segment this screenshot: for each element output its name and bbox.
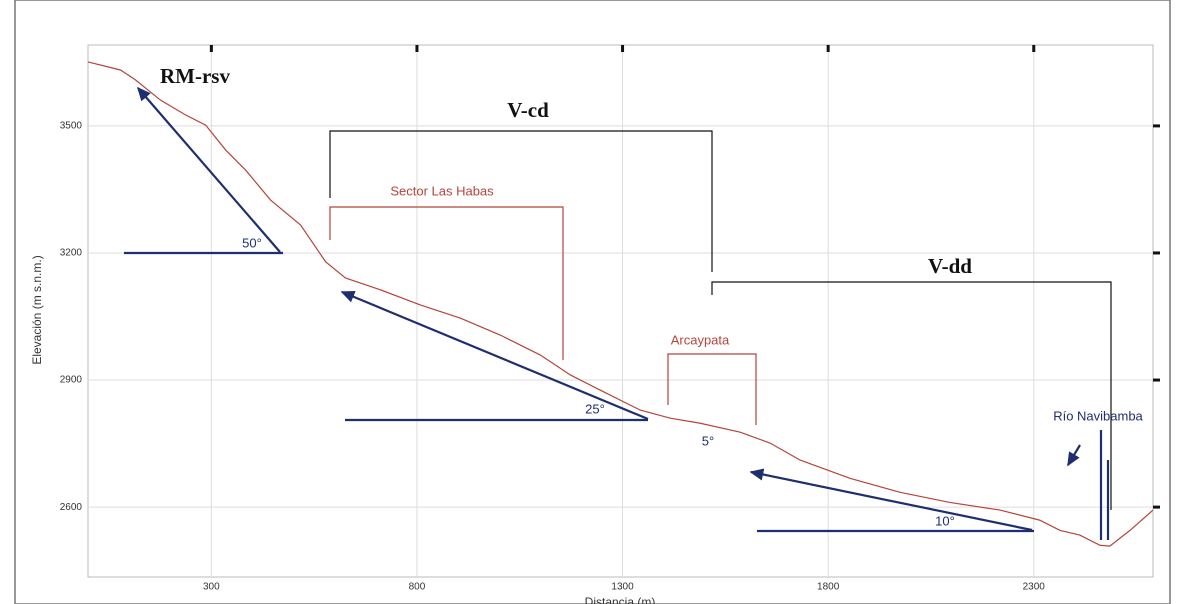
- plot-area: [87, 44, 1154, 578]
- annotation: 10°: [935, 513, 955, 528]
- annotation: 5°: [702, 433, 714, 448]
- x-axis-label: Distancia (m): [585, 595, 656, 604]
- slope-arrow: [340, 290, 649, 421]
- annotation: Río Navibamba: [1053, 408, 1143, 423]
- bracket: [329, 206, 564, 360]
- y-tick-label: 3200: [60, 248, 83, 259]
- annotation: 25°: [585, 401, 605, 416]
- y-tick-label: 3500: [60, 121, 83, 132]
- brackets: [329, 130, 1112, 510]
- annotation: V-cd: [507, 98, 549, 122]
- slope-arrow: [136, 86, 281, 253]
- profile-line: [87, 61, 1154, 547]
- annotation: Sector Las Habas: [390, 183, 494, 198]
- annotation: Arcaypata: [671, 332, 730, 347]
- slope-arrows: [124, 86, 1110, 540]
- x-tick-label: 2300: [1023, 582, 1046, 593]
- y-tick-label: 2900: [60, 375, 83, 386]
- annotation: 50°: [242, 235, 262, 250]
- bracket: [329, 130, 713, 272]
- slope-arrow: [749, 468, 1033, 532]
- annotation: V-dd: [928, 254, 972, 278]
- x-tick-label: 1800: [817, 582, 840, 593]
- bracket: [667, 353, 757, 425]
- y-axis-label: Elevación (m s.n.m.): [30, 255, 44, 364]
- x-tick-label: 300: [203, 582, 220, 593]
- x-tick-label: 800: [409, 582, 426, 593]
- river-arrow: [1067, 444, 1081, 467]
- bracket: [711, 281, 1112, 510]
- x-tick-label: 1300: [611, 582, 634, 593]
- annotation: RM-rsv: [160, 64, 230, 88]
- y-tick-label: 2600: [60, 502, 83, 513]
- frame: [14, 0, 1171, 604]
